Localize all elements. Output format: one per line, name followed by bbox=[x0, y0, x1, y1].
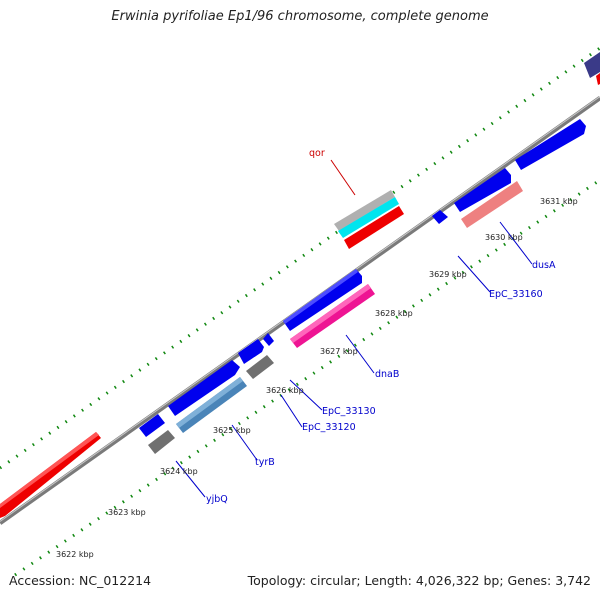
gene-box-grey-2[interactable] bbox=[246, 355, 274, 379]
gene-label-yjbQ[interactable]: yjbQ bbox=[206, 494, 228, 505]
kbp-label-3626: 3626 kbp bbox=[266, 386, 304, 395]
gene-label-EpC_33160[interactable]: EpC_33160 bbox=[489, 289, 543, 300]
gene-label-qor[interactable]: qor bbox=[309, 148, 325, 159]
kbp-label-3622: 3622 kbp bbox=[56, 550, 94, 559]
kbp-label-3629: 3629 kbp bbox=[429, 270, 467, 279]
gene-arrow-red-left-shade bbox=[0, 432, 99, 508]
gene-label-dusA[interactable]: dusA bbox=[532, 260, 556, 271]
genome-summary-text: Topology: circular; Length: 4,026,322 bp… bbox=[247, 573, 591, 588]
gene-arrow-red-left[interactable] bbox=[0, 432, 101, 518]
kbp-label-3628: 3628 kbp bbox=[375, 309, 413, 318]
gene-arrow-blue-dnaB-shade bbox=[283, 269, 358, 324]
gene-label-tyrB[interactable]: tyrB bbox=[255, 457, 275, 468]
outer-tick-track bbox=[0, 46, 600, 470]
kbp-label-3631: 3631 kbp bbox=[540, 197, 578, 206]
gene-arrow-blue-3[interactable] bbox=[238, 339, 264, 364]
gene-arrow-blue-6[interactable] bbox=[454, 168, 511, 212]
kbp-label-3624: 3624 kbp bbox=[160, 467, 198, 476]
gene-box-red-qor[interactable] bbox=[344, 206, 404, 249]
gene-arrow-blue-4[interactable] bbox=[263, 333, 274, 346]
gene-arrow-blue-2[interactable] bbox=[168, 360, 240, 416]
kbp-label-3623: 3623 kbp bbox=[108, 508, 146, 517]
gene-arrow-pink-light[interactable] bbox=[461, 181, 523, 228]
gene-box-steelblue-tyrB-shade bbox=[176, 377, 243, 428]
gene-box-grey-qor[interactable] bbox=[334, 190, 395, 231]
kbp-label-3627: 3627 kbp bbox=[320, 347, 358, 356]
gene-box-magenta-shade bbox=[290, 284, 371, 343]
callout-lines bbox=[175, 221, 533, 498]
gene-box-cyan-qor[interactable] bbox=[338, 197, 399, 238]
gene-arrow-blue-1[interactable] bbox=[139, 414, 165, 437]
gene-arrow-blue-dnaB[interactable] bbox=[283, 269, 362, 331]
gene-label-dnaB[interactable]: dnaB bbox=[375, 369, 399, 380]
accession-text: Accession: NC_012214 bbox=[9, 573, 152, 588]
callout-line-qor bbox=[330, 159, 356, 196]
gene-box-red-edge[interactable] bbox=[596, 73, 600, 85]
map-title: Erwinia pyrifoliae Ep1/96 chromosome, co… bbox=[111, 9, 489, 24]
kbp-label-3625: 3625 kbp bbox=[213, 426, 251, 435]
kbp-label-3630: 3630 kbp bbox=[485, 233, 523, 242]
gene-arrow-blue-5[interactable] bbox=[432, 210, 448, 224]
gene-label-EpC_33130[interactable]: EpC_33130 bbox=[322, 406, 376, 417]
gene-label-EpC_33120[interactable]: EpC_33120 bbox=[302, 422, 356, 433]
gene-arrow-blue-dusA[interactable] bbox=[515, 119, 586, 170]
gene-box-navy-edge[interactable] bbox=[584, 52, 600, 78]
gene-box-grey-1[interactable] bbox=[148, 430, 175, 454]
